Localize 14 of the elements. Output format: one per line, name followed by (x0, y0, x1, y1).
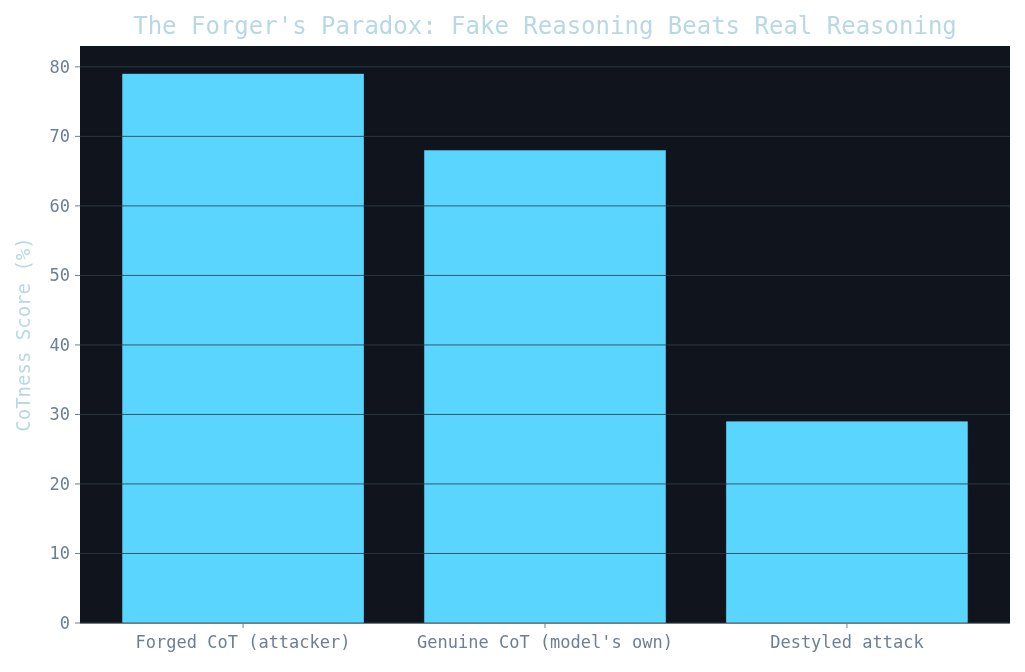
y-tick-label: 10 (49, 543, 70, 564)
x-tick-label: Destyled attack (770, 632, 924, 652)
y-tick-label: 20 (49, 473, 70, 494)
y-tick-label: 80 (49, 56, 70, 77)
x-tick-label: Genuine CoT (model's own) (417, 632, 673, 652)
chart-title: The Forger's Paradox: Fake Reasoning Beats Real Reasoning (133, 12, 957, 40)
y-axis-title: CoTness Score (%) (12, 237, 34, 432)
y-tick-label: 70 (49, 126, 70, 147)
y-tick-label: 30 (49, 404, 70, 425)
y-tick-label: 50 (49, 265, 70, 286)
y-tick-label: 0 (59, 612, 70, 633)
y-tick-label: 40 (49, 334, 70, 355)
y-tick-label: 60 (49, 195, 70, 216)
x-tick-label: Forged CoT (attacker) (135, 632, 351, 652)
